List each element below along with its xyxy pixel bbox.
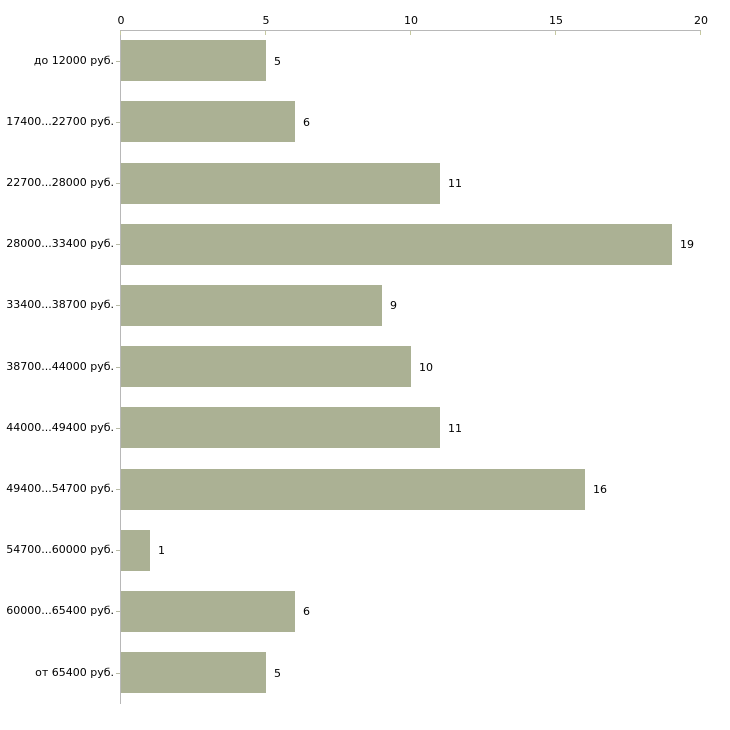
bar-value-label: 5 (274, 54, 281, 68)
bar (121, 652, 266, 693)
x-axis-tick-label: 20 (694, 14, 708, 27)
bar-value-label: 6 (303, 605, 310, 619)
x-axis-tick (700, 31, 701, 35)
bar (121, 469, 585, 510)
category-label: до 12000 руб. (33, 53, 114, 67)
category-tick (116, 673, 120, 674)
category-label: 22700...28000 руб. (6, 176, 114, 189)
bar-value-label: 6 (303, 115, 310, 129)
category-tick (116, 611, 120, 612)
bar-value-label: 16 (593, 483, 607, 496)
x-axis-tick (410, 31, 411, 35)
x-axis-line (120, 30, 701, 31)
category-tick (116, 244, 120, 245)
x-axis-tick-label: 5 (262, 14, 270, 27)
category-label: 38700...44000 руб. (6, 359, 114, 373)
category-label: 28000...33400 руб. (6, 237, 114, 251)
bar (121, 530, 150, 571)
category-label: 17400...22700 руб. (6, 114, 114, 128)
category-tick (116, 550, 120, 551)
bar (121, 407, 440, 448)
bar-value-label: 9 (390, 299, 397, 313)
bar-value-label: 1 (158, 544, 165, 558)
x-axis-tick (265, 31, 266, 35)
category-tick (116, 183, 120, 184)
category-tick (116, 428, 120, 429)
bar (121, 591, 295, 632)
x-axis-tick-label: 15 (549, 14, 563, 27)
x-axis-tick-label: 0 (117, 14, 125, 27)
category-label: от 65400 руб. (35, 665, 114, 679)
bar-value-label: 11 (448, 421, 462, 435)
y-axis-line (120, 30, 121, 704)
bar (121, 163, 440, 204)
category-label: 60000...65400 руб. (6, 604, 114, 618)
category-label: 49400...54700 руб. (6, 482, 114, 495)
bar-value-label: 10 (419, 360, 433, 374)
bar (121, 40, 266, 81)
category-tick (116, 489, 120, 490)
x-axis-tick (120, 31, 121, 35)
category-tick (116, 305, 120, 306)
bar-value-label: 19 (680, 238, 694, 252)
bar (121, 224, 672, 265)
bar-value-label: 11 (448, 177, 462, 190)
category-label: 44000...49400 руб. (6, 420, 114, 434)
bar (121, 285, 382, 326)
bar (121, 101, 295, 142)
category-label: 33400...38700 руб. (6, 298, 114, 312)
category-tick (116, 367, 120, 368)
category-tick (116, 122, 120, 123)
x-axis-tick-label: 10 (404, 14, 418, 27)
bar-value-label: 5 (274, 666, 281, 680)
bar (121, 346, 411, 387)
category-label: 54700...60000 руб. (6, 543, 114, 557)
category-tick (116, 61, 120, 62)
x-axis-tick (555, 31, 556, 35)
